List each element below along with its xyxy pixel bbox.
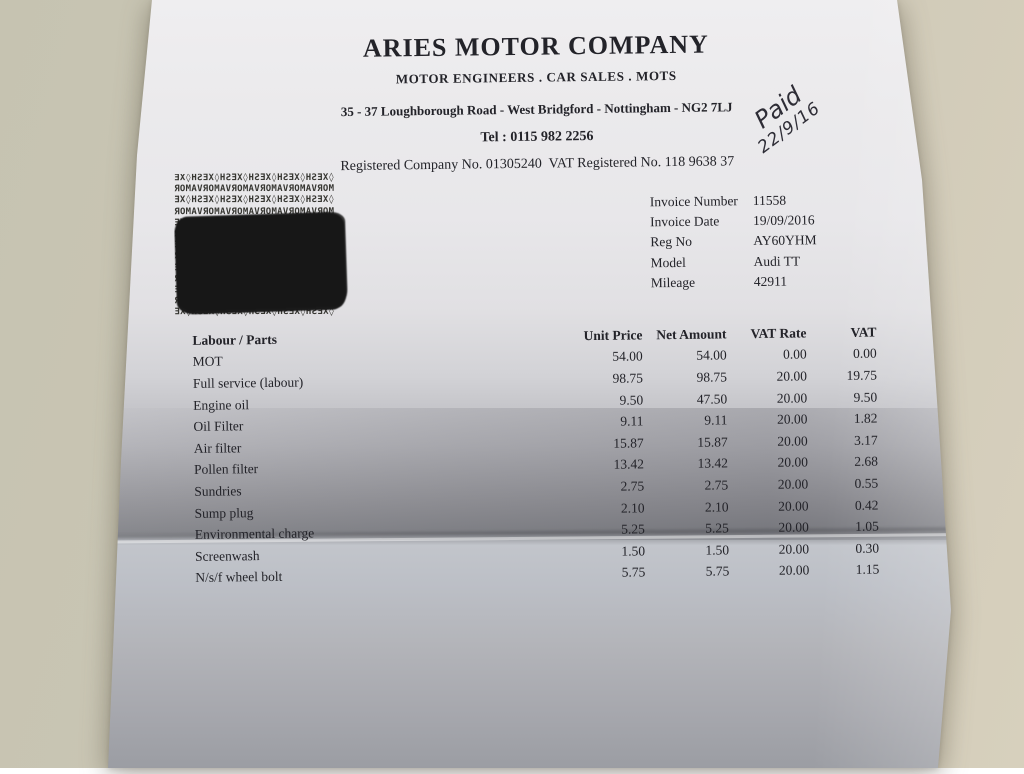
item-vat-rate: 20.00: [776, 389, 808, 406]
item-unit-price: 9.50: [619, 391, 644, 408]
invoice-details: Invoice Number 11558 Invoice Date 19/09/…: [650, 189, 891, 293]
company-name: ARIES MOTOR COMPANY: [362, 29, 710, 63]
item-net-amount: 5.75: [705, 563, 730, 579]
item-net-amount: 98.75: [696, 369, 728, 385]
item-vat-rate: 0.00: [782, 346, 807, 363]
item-net-amount: 13.42: [697, 455, 729, 472]
mileage-label: Mileage: [650, 274, 696, 291]
invoice-date-value: 19/09/2016: [752, 212, 815, 229]
column-header-vat-rate: VAT Rate: [750, 325, 807, 341]
mileage-value: 42911: [753, 273, 788, 289]
item-vat-rate: 20.00: [777, 433, 808, 449]
model-value: Audi TT: [753, 253, 801, 269]
item-unit-price: 5.25: [621, 521, 645, 537]
item-vat: 3.17: [853, 432, 878, 448]
item-vat: 19.75: [846, 367, 878, 383]
item-vat-rate: 20.00: [777, 476, 809, 492]
item-label: MOT: [192, 353, 223, 370]
item-vat-rate: 20.00: [778, 519, 809, 535]
item-vat: 0.55: [854, 475, 879, 491]
item-vat-rate: 20.00: [778, 562, 810, 579]
item-label: Full service (labour): [192, 374, 304, 391]
item-net-amount: 2.75: [704, 477, 729, 493]
item-vat: 0.30: [855, 540, 880, 556]
item-unit-price: 13.42: [613, 456, 645, 473]
item-vat-rate: 20.00: [778, 541, 810, 557]
item-vat: 1.05: [855, 518, 879, 534]
item-label: Environmental charge: [194, 525, 315, 543]
reg-no-label: Reg No: [650, 234, 692, 250]
item-unit-price: 2.75: [620, 478, 645, 494]
item-net-amount: 47.50: [696, 390, 728, 407]
invoice-detail-row: Mileage 42911: [651, 270, 891, 293]
item-unit-price: 5.75: [621, 564, 646, 581]
item-net-amount: 1.50: [705, 542, 730, 558]
item-net-amount: 5.25: [705, 520, 729, 536]
invoice-date-label: Invoice Date: [649, 213, 720, 230]
invoice-number-label: Invoice Number: [649, 193, 738, 210]
item-net-amount: 2.10: [704, 498, 729, 515]
item-label: Air filter: [193, 440, 242, 456]
item-vat-rate: 20.00: [776, 411, 808, 427]
item-vat-rate: 20.00: [777, 454, 809, 471]
redacted-customer-details: ƎX◊HƧƎX◊HƧƎX◊HƧƎX◊HƧƎX◊HƧƎX◊ ЯOMAVЯOMAVЯ…: [173, 172, 351, 326]
item-unit-price: 54.00: [612, 348, 643, 365]
item-net-amount: 54.00: [696, 347, 727, 364]
item-vat: 9.50: [853, 389, 878, 405]
column-header-net-amount: Net Amount: [656, 326, 727, 343]
paper-shadow-band: [108, 408, 951, 540]
invoice-number-value: 11558: [752, 192, 787, 209]
item-unit-price: 2.10: [620, 499, 645, 516]
item-label: Sump plug: [194, 504, 254, 521]
item-label: Screenwash: [194, 547, 260, 564]
item-vat: 1.15: [855, 561, 880, 578]
item-net-amount: 15.87: [697, 434, 728, 450]
model-label: Model: [650, 254, 686, 270]
column-header-vat: VAT: [850, 324, 877, 340]
item-vat-rate: 20.00: [776, 368, 808, 384]
column-header-unit-price: Unit Price: [583, 327, 643, 343]
reg-no-value: AY60YHM: [753, 232, 817, 249]
item-label: Engine oil: [193, 396, 250, 413]
item-unit-price: 9.11: [620, 413, 644, 429]
item-vat: 2.68: [854, 453, 879, 470]
redaction-scribble: [174, 212, 347, 312]
item-net-amount: 9.11: [704, 412, 728, 428]
item-vat: 1.82: [853, 410, 878, 426]
item-label: Sundries: [194, 483, 242, 499]
column-header-labour-parts: Labour / Parts: [192, 331, 278, 348]
line-items-table: Labour / Parts Unit Price Net Amount VAT…: [192, 322, 879, 589]
item-unit-price: 1.50: [621, 543, 646, 559]
item-label: Oil Filter: [193, 418, 244, 435]
item-vat: 0.00: [852, 345, 877, 362]
item-unit-price: 15.87: [613, 435, 644, 451]
item-label: Pollen filter: [193, 461, 259, 478]
item-vat-rate: 20.00: [778, 497, 809, 514]
item-vat: 0.42: [854, 497, 879, 513]
item-label: N/s/f wheel bolt: [195, 569, 283, 586]
item-unit-price: 98.75: [612, 370, 644, 386]
